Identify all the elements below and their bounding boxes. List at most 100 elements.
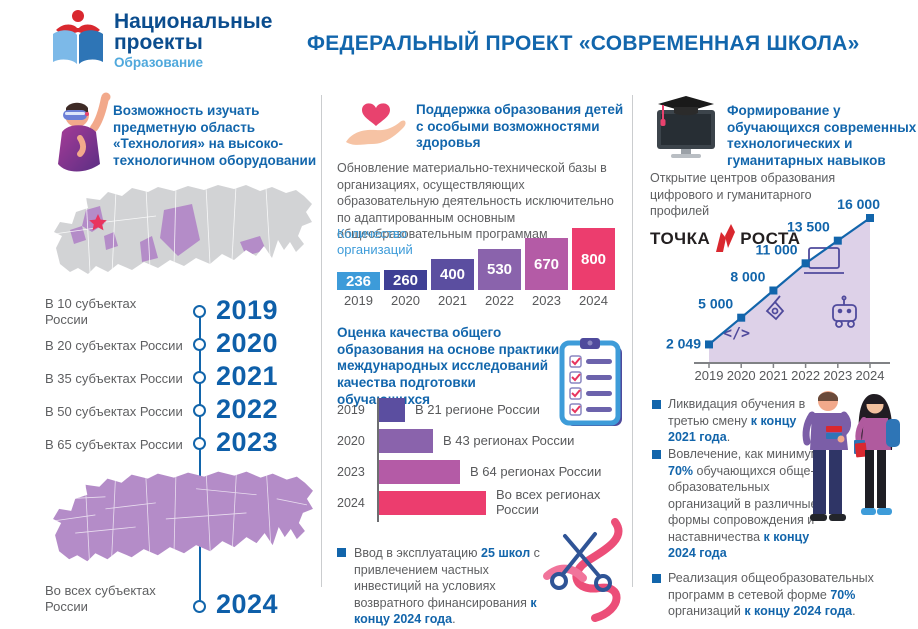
bullet-highlight: 25 школ [481,546,531,560]
moscow-star-icon [89,214,107,231]
timeline-dot [193,437,206,450]
bar-year-label: 2022 [485,293,514,308]
bullet-text: Ликвидация обучения в третью смену [668,397,806,428]
page-title: ФЕДЕРАЛЬНЫЙ ПРОЕКТ «СОВРЕМЕННАЯ ШКОЛА» [307,32,860,55]
tochka-rosta-icon [716,224,736,252]
students-illustration [802,391,900,521]
logo-line2: проекты [114,30,203,54]
data-point-marker [737,313,746,322]
quality-bar [379,398,405,422]
pen-tool-icon [765,295,785,321]
org-chart-label: Количество организаций [337,226,413,258]
column-divider [321,95,322,587]
bullet-square-icon [652,400,661,409]
bullet-text: Ввод в эксплуатацию [354,546,482,560]
col3-paragraph: Открытие центров образования цифрового и… [650,171,836,218]
timeline-label: Во всех субъектах России [45,583,156,614]
organizations-bar-chart: 236 260 400 530 670 800 2019 2020 2021 2022 2023 2… [337,228,622,308]
col3-bullet-1: Ликвидация обучения в третью смену к кон… [668,396,808,446]
data-point-label: 13 500 [787,219,830,235]
student-vr-headset-icon [58,92,111,172]
bar-column: 236 [337,228,380,290]
bullet-text: обучающихся обще-образовательных организ… [668,463,818,544]
x-axis-label: 2024 [856,368,885,383]
quality-row: 2020 В 43 регионах России [337,429,627,453]
area-line [708,217,871,346]
x-axis-label: 2023 [823,368,852,383]
bar-year-label: 2021 [438,293,467,308]
logo-subtitle: Образование [114,55,203,71]
code-icon: </> [723,324,750,342]
x-axis-label: 2021 [759,368,788,383]
bar-column: 400 [431,228,474,290]
bar-column: 800 [572,228,615,290]
data-point-label: 2 049 [666,335,701,351]
bar-value: 800 [572,228,615,290]
timeline-dot [193,305,206,318]
bullet-square-icon [337,548,346,557]
growth-area-chart: </> 2 049 2019 5 000 2020 8 000 2021 11 000 202… [666,198,890,383]
quality-bar [379,491,486,515]
bullet-highlight: к концу 2024 года [668,529,810,561]
bullet-text: Вовлечение, как минимум, [668,447,823,461]
timeline-label: В 65 субъектах России [45,437,183,452]
bullet-text: организаций [668,604,745,618]
timeline-year: 2024 [216,589,279,619]
quality-row: 2024 Во всех регионах России [337,487,627,517]
clipboard-checklist-icon [559,338,622,426]
timeline-label: В 35 субъектах России [45,371,183,386]
column-divider [632,95,633,587]
data-point-marker [801,259,810,268]
logo-line1: Национальные [114,10,273,33]
bar-value: 400 [431,259,474,290]
timeline-year: 2019 [216,295,279,325]
quality-bar [379,429,433,453]
timeline-dot [193,338,206,351]
col2-section2-title: Оценка качества общего образования на ос… [337,325,560,407]
col2-bullet-text: Ввод в эксплуатацию 25 школ с привлечени… [354,545,546,628]
bar-year-label: 2023 [532,293,561,308]
timeline-label: В 50 субъектах России [45,404,183,419]
quality-bar [379,460,460,484]
bar-column: 670 [525,228,568,290]
data-point-marker [769,286,778,295]
quality-chart-axis [377,398,379,522]
bullet-highlight: к концу 2024 года [744,604,853,618]
col3-bullet-2: Вовлечение, как минимум, 70% обучающихся… [668,446,828,562]
bullet-text: . [852,604,856,618]
timeline-label: В 10 субъектах России [45,296,137,327]
col3-bullet-3: Реализация общеобразовательных программ … [668,570,913,620]
bar-year-label: 2020 [391,293,420,308]
quality-year-label: 2019 [337,403,365,417]
quality-bar-label: Во всех регионах России [496,487,601,517]
timeline-dot [193,404,206,417]
bullet-text: с привлечением частных инвестиций на усл… [354,546,540,610]
x-axis-label: 2019 [695,368,724,383]
data-point-label: 16 000 [837,198,880,212]
quality-bar-label: В 43 регионах России [443,432,575,448]
x-axis-label: 2020 [727,368,756,383]
area-fill [709,218,870,363]
timeline-line [199,312,201,608]
russia-map-full [53,471,313,562]
quality-bar-label: В 64 регионах России [470,463,602,479]
bullet-text: Реализация общеобразовательных программ … [668,571,874,602]
robot-icon [832,295,857,328]
bullet-highlight: 70% [668,463,694,478]
bullet-highlight: к концу 2021 года [668,413,797,445]
x-axis-label: 2022 [791,368,820,383]
org-year-labels: 2019 2020 2021 2022 2023 2024 [337,293,622,308]
tochka-rosta-logo: ТОЧКА РОСТА [650,224,801,254]
timeline-year: 2022 [216,394,279,424]
quality-year-label: 2024 [337,496,365,510]
bullet-square-icon [652,450,661,459]
data-point-label: 11 000 [756,241,798,257]
quality-bar-chart: 2019 В 21 регионе России 2020 В 43 регионах… [337,398,627,522]
tochka-rosta-word1: ТОЧКА [650,229,711,248]
timeline-label: В 20 субъектах России [45,338,183,353]
tochka-rosta-word2: РОСТА [740,229,801,248]
quality-bar-label: В 21 регионе России [415,401,540,417]
quality-year-label: 2023 [337,465,365,479]
bullet-highlight: к концу 2024 года [354,595,537,627]
